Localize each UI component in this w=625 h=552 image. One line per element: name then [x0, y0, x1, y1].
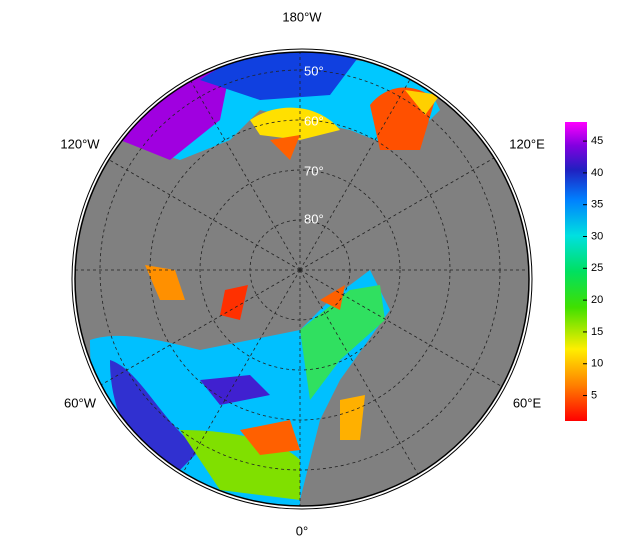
colorbar-tick-label: 5: [591, 389, 597, 401]
colorbar-tick-label: 15: [591, 326, 603, 338]
colorbar-tick-label: 20: [591, 294, 603, 306]
longitude-label: 180°W: [282, 9, 322, 24]
longitude-label: 120°E: [509, 136, 545, 151]
colorbar-scale: [565, 122, 587, 421]
colorbar: 5 10 15 20 25 30 35 40 45: [565, 122, 603, 421]
latitude-label: 80°: [304, 211, 324, 226]
map-border: [74, 51, 530, 507]
longitude-label: 120°W: [60, 136, 100, 151]
latitude-label: 50°: [304, 63, 324, 78]
colorbar-tick-label: 45: [591, 135, 603, 147]
colorbar-tick-label: 30: [591, 230, 603, 242]
map-border: [71, 48, 533, 510]
map-disk: 50° 60° 70° 80°: [75, 52, 529, 506]
colorbar-tick-label: 25: [591, 262, 603, 274]
colorbar-tick-label: 40: [591, 167, 603, 179]
latitude-label: 70°: [304, 163, 324, 178]
latitude-label: 60°: [304, 113, 324, 128]
colorbar-tick-label: 10: [591, 358, 603, 370]
colorbar-tick-label: 35: [591, 199, 603, 211]
longitude-label: 60°E: [513, 395, 542, 410]
longitude-label: 60°W: [64, 395, 97, 410]
longitude-label: 0°: [296, 523, 308, 538]
